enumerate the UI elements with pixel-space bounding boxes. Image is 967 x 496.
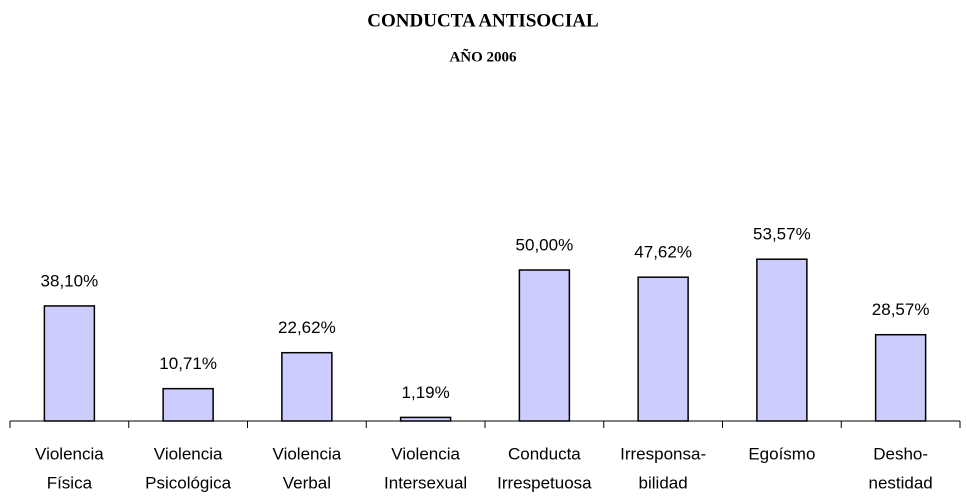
chart-subtitle: AÑO 2006	[449, 47, 517, 65]
bar	[756, 258, 808, 422]
x-tick-label: Violencia	[35, 444, 104, 463]
value-label: 50,00%	[516, 235, 574, 254]
bar	[518, 269, 571, 422]
value-label: 38,10%	[41, 271, 99, 290]
x-tick-label: Física	[47, 473, 93, 492]
bar	[43, 305, 96, 422]
x-tick-label: Violencia	[154, 444, 223, 463]
bar	[399, 416, 452, 422]
x-tick-label: nestidad	[868, 473, 932, 492]
x-tick-label: Irresponsa-	[620, 444, 706, 463]
x-tick-label: Desho-	[873, 444, 928, 463]
bar	[874, 333, 927, 422]
x-tick-label: Verbal	[283, 473, 331, 492]
x-tick-label: Egoísmo	[748, 444, 815, 463]
value-label: 28,57%	[872, 300, 930, 319]
value-label: 1,19%	[402, 383, 450, 402]
x-tick-label: Intersexual	[384, 473, 467, 492]
x-tick-label: bilidad	[639, 473, 688, 492]
value-label: 47,62%	[634, 243, 692, 262]
bar	[281, 351, 333, 422]
x-tick-label: Violencia	[273, 444, 342, 463]
x-tick-label: Irrespetuosa	[497, 473, 592, 492]
bar	[637, 276, 689, 422]
chart-title: CONDUCTA ANTISOCIAL	[367, 10, 598, 31]
bar	[162, 387, 214, 422]
x-tick-label: Conducta	[508, 444, 581, 463]
value-label: 22,62%	[278, 318, 336, 337]
value-label: 10,71%	[159, 354, 217, 373]
value-label: 53,57%	[753, 225, 811, 244]
x-tick-label: Violencia	[391, 444, 460, 463]
x-tick-label: Psicológica	[145, 473, 232, 492]
